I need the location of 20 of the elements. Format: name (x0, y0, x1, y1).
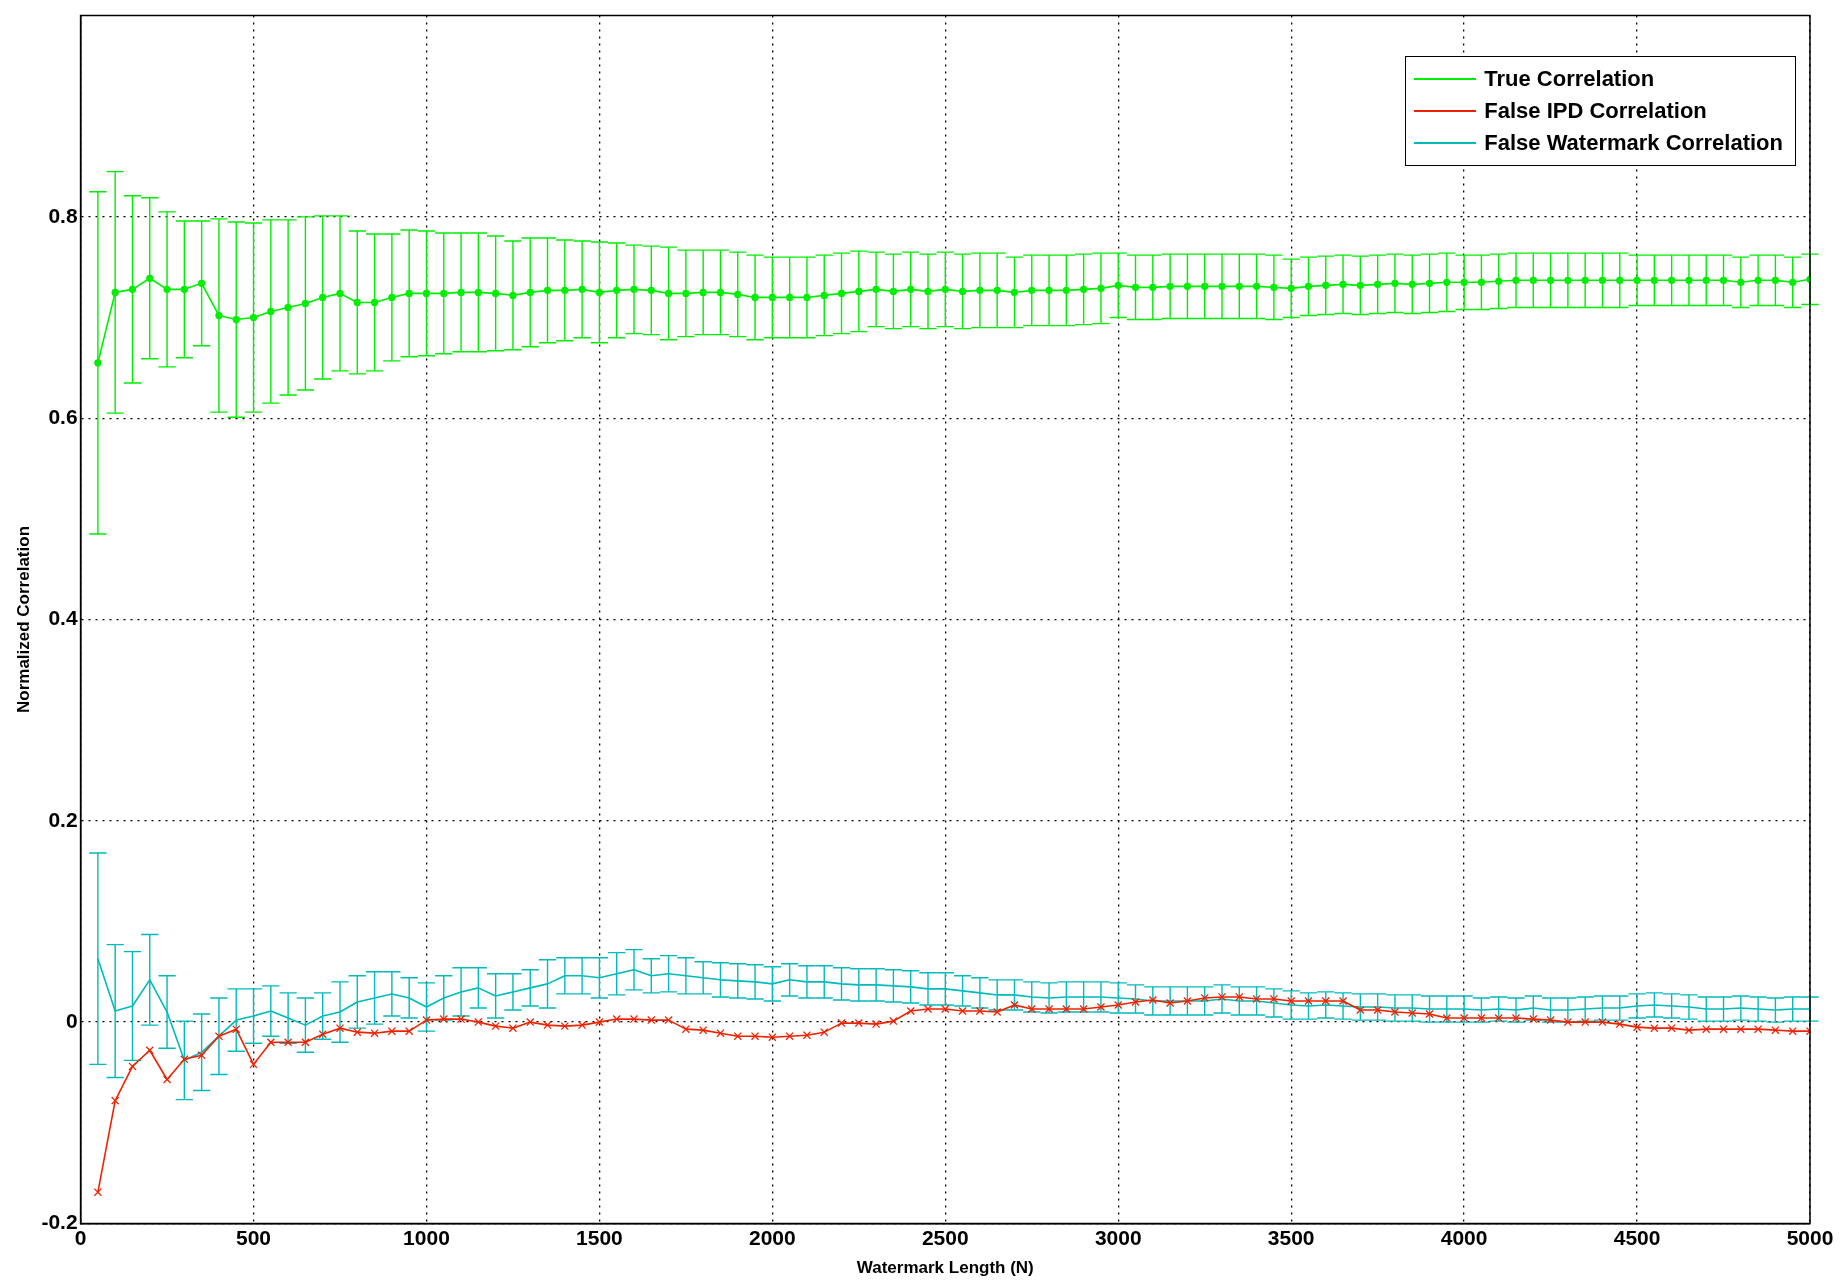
legend-label: False Watermark Correlation (1484, 129, 1783, 156)
x-tick-label: 1500 (576, 1225, 623, 1249)
y-tick-label: 0.4 (48, 606, 78, 630)
x-tick-label: 1000 (403, 1225, 450, 1249)
y-axis-title: Normalized Correlation (13, 525, 33, 714)
x-tick-label: 4500 (1613, 1225, 1661, 1249)
y-tick-label: 0.6 (48, 405, 78, 428)
x-axis-title: Watermark Length (N) (856, 1258, 1034, 1278)
x-tick-label: 3500 (1267, 1225, 1315, 1249)
y-tick-label: 0.8 (48, 203, 78, 227)
legend-label: True Correlation (1484, 65, 1655, 92)
x-tick-label: 2500 (921, 1225, 969, 1249)
x-tick-label: 3000 (1094, 1225, 1142, 1249)
y-tick-label: 0.2 (48, 807, 78, 831)
x-tick-label: 500 (236, 1225, 272, 1249)
x-tick-label: 2000 (748, 1225, 796, 1249)
legend-label: False IPD Correlation (1484, 97, 1707, 124)
x-tick-label: 5000 (1786, 1225, 1834, 1249)
y-tick-label: 0 (65, 1008, 78, 1032)
x-tick-label: 4000 (1440, 1225, 1488, 1249)
